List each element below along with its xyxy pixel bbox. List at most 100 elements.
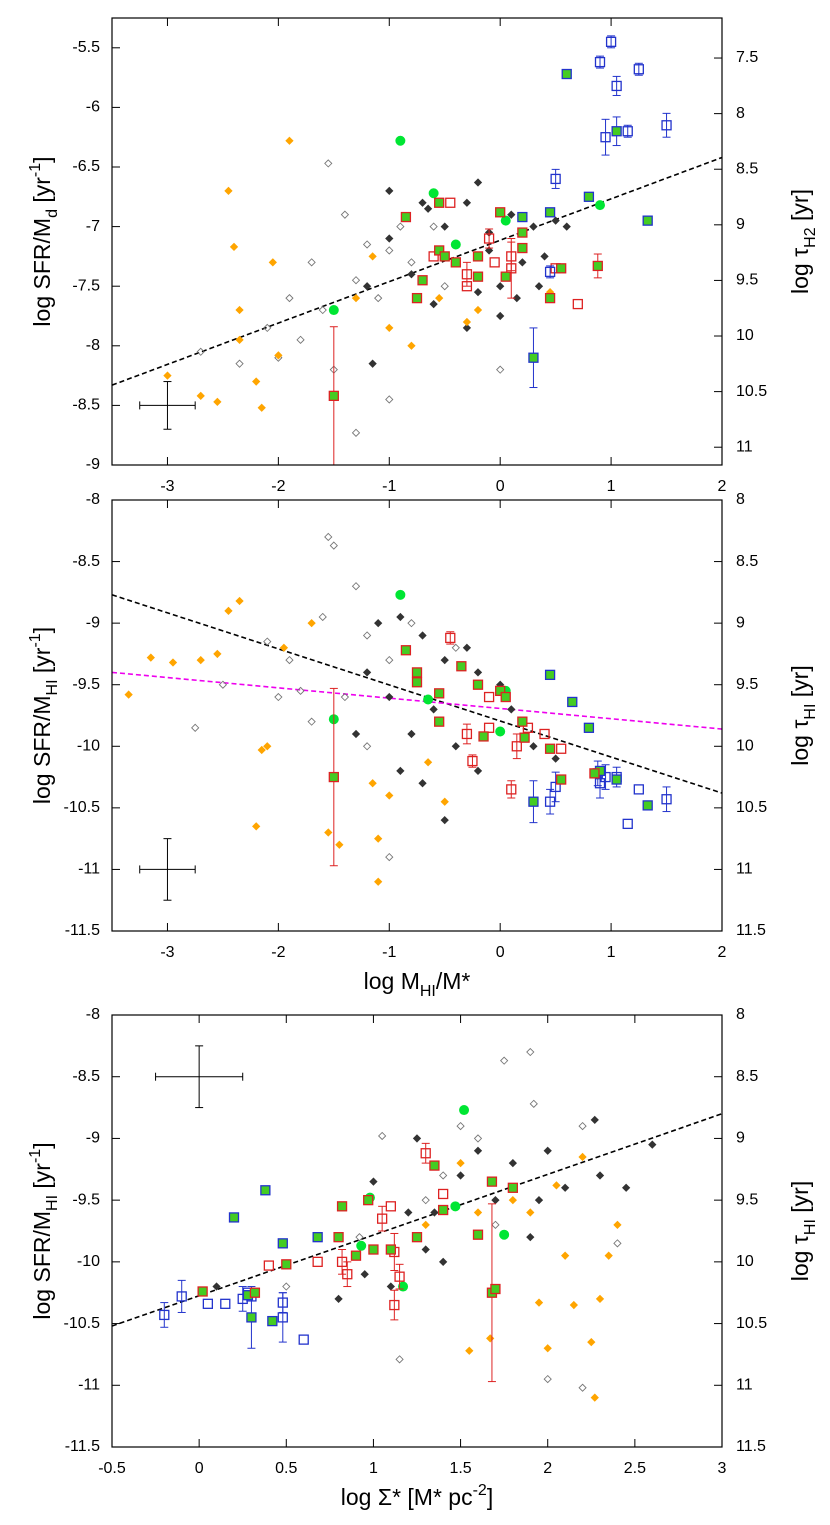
point (196, 391, 205, 401)
point (511, 741, 522, 752)
point (518, 258, 527, 267)
point (429, 299, 438, 309)
y2-tick-label: 7.5 (736, 49, 758, 66)
point (336, 1201, 348, 1212)
point (534, 1196, 544, 1205)
point (483, 233, 495, 244)
point (478, 731, 489, 742)
point (404, 1208, 413, 1217)
point (374, 619, 383, 628)
point (385, 323, 394, 333)
point (329, 541, 338, 550)
x-tick-label: 2 (718, 478, 727, 495)
point (486, 1176, 498, 1187)
point (394, 1271, 405, 1282)
plot-frame (111, 1014, 723, 1448)
fit-line (112, 594, 722, 794)
plot-area (112, 1045, 722, 1402)
point (235, 596, 244, 606)
point (592, 260, 603, 272)
point (340, 692, 350, 702)
label-part: /M* (436, 968, 471, 994)
point (622, 126, 633, 137)
point (517, 242, 528, 254)
point (462, 198, 472, 207)
point (517, 211, 528, 223)
point (642, 800, 653, 811)
point (235, 335, 244, 344)
point (526, 1208, 535, 1217)
point (569, 1300, 578, 1310)
point (421, 1245, 430, 1254)
point (351, 293, 361, 303)
point (277, 1238, 288, 1249)
label-part: [yr (29, 1163, 55, 1195)
point (312, 1232, 323, 1243)
point (472, 271, 484, 282)
label-part: H2 (802, 227, 819, 248)
point (437, 1188, 449, 1200)
point (385, 655, 394, 665)
label-part: ] (29, 627, 55, 633)
x-tick-label: -3 (160, 478, 174, 495)
label-part: log SFR/M (29, 218, 55, 327)
x-tick-label: 3 (718, 1460, 727, 1477)
point (385, 852, 394, 862)
point (423, 204, 433, 213)
point (368, 779, 377, 788)
label-part: log M (364, 968, 420, 994)
point (462, 317, 472, 327)
label-part: log τ (787, 248, 813, 294)
label-part: ] (29, 1142, 55, 1148)
point (351, 428, 361, 437)
point (374, 293, 383, 303)
point (611, 126, 622, 137)
point (489, 257, 500, 268)
label-part: HI (420, 983, 436, 1000)
point (389, 1299, 400, 1311)
point (355, 1233, 364, 1242)
point (604, 1251, 613, 1260)
point (429, 222, 438, 231)
point (213, 649, 222, 659)
point (561, 68, 572, 80)
point (439, 1171, 448, 1180)
point (435, 293, 444, 303)
x-tick-label: -2 (271, 944, 285, 961)
point (342, 1269, 353, 1280)
y-tick-label: -10 (77, 738, 100, 755)
point (362, 282, 372, 291)
point (412, 1134, 422, 1143)
point (473, 1208, 483, 1217)
x-tick-label: 2 (718, 944, 727, 961)
point (506, 784, 517, 795)
point (500, 271, 511, 282)
point (411, 1232, 423, 1243)
y2-axis-label: log τHI [yr] (787, 1181, 819, 1282)
label-part: ] (29, 156, 55, 162)
point (334, 1294, 343, 1304)
point (279, 643, 289, 652)
point (418, 779, 427, 788)
point (191, 723, 200, 732)
point (544, 669, 556, 681)
label-part: HI (44, 679, 61, 695)
point (282, 1282, 291, 1291)
point (324, 159, 333, 168)
point (268, 258, 277, 267)
label-part: log τ (787, 720, 813, 766)
point (385, 692, 394, 702)
point (263, 1260, 275, 1271)
point (362, 742, 372, 751)
y2-tick-label: 10 (736, 1253, 754, 1270)
point (312, 1256, 323, 1268)
point (551, 216, 560, 225)
point (512, 293, 521, 303)
point (220, 1298, 231, 1309)
x-tick-label: -1 (382, 944, 396, 961)
y2-tick-label: 10.5 (736, 383, 767, 400)
point (561, 1251, 570, 1260)
point (590, 1393, 599, 1402)
point (340, 210, 350, 219)
point (285, 293, 294, 303)
